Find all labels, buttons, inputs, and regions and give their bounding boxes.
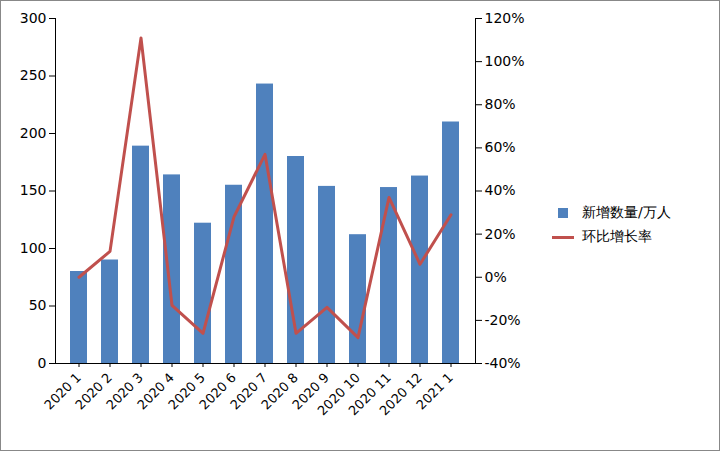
svg-text:2021 1: 2021 1 (413, 370, 456, 413)
svg-text:80%: 80% (485, 96, 516, 112)
svg-text:2020 8: 2020 8 (258, 369, 302, 413)
html-text:新增数量/万人: 新增数量/万人 (582, 204, 671, 220)
svg-text:250: 250 (20, 67, 47, 83)
svg-text:2020 10: 2020 10 (314, 369, 364, 419)
svg-text:150: 150 (20, 182, 47, 198)
svg-text:0%: 0% (485, 269, 507, 285)
html-text:环比增长率: 环比增长率 (582, 228, 652, 244)
svg-text:2020 11: 2020 11 (345, 369, 395, 419)
svg-text:60%: 60% (485, 139, 516, 155)
svg-text:200: 200 (20, 125, 47, 141)
svg-text:300: 300 (20, 10, 47, 26)
svg-text:2020 12: 2020 12 (376, 370, 425, 419)
svg-text:-20%: -20% (485, 312, 521, 328)
svg-text:100: 100 (20, 240, 47, 256)
svg-text:2020 4: 2020 4 (134, 369, 178, 413)
svg-text:2020 9: 2020 9 (289, 369, 333, 413)
svg-text:-40%: -40% (485, 355, 521, 371)
svg-text:50: 50 (29, 297, 47, 313)
svg-text:0: 0 (38, 355, 47, 371)
svg-text:2020 7: 2020 7 (227, 369, 271, 413)
svg-text:2020 1: 2020 1 (41, 369, 85, 413)
svg-text:20%: 20% (485, 226, 516, 242)
svg-text:2020 6: 2020 6 (196, 369, 240, 413)
svg-text:2020 3: 2020 3 (103, 369, 147, 413)
svg-text:2020 5: 2020 5 (165, 369, 209, 413)
svg-text:2020 2: 2020 2 (72, 369, 116, 413)
svg-text:100%: 100% (485, 53, 525, 69)
svg-text:40%: 40% (485, 182, 516, 198)
svg-text:120%: 120% (485, 10, 525, 26)
